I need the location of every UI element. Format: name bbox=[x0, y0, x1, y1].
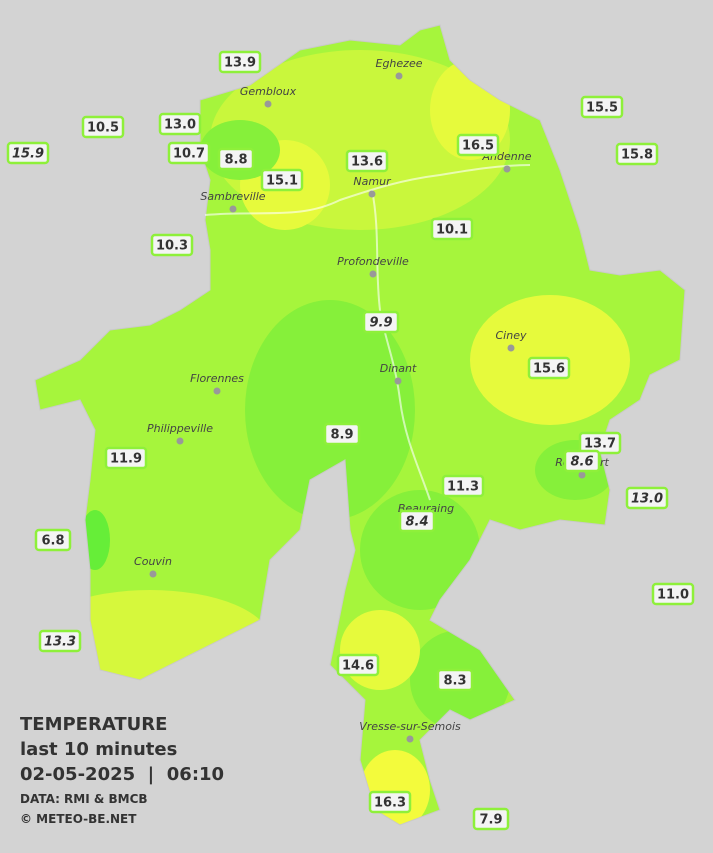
station-box bbox=[527, 356, 571, 380]
station-value: 13.9 bbox=[224, 56, 256, 71]
station-value: 7.9 bbox=[479, 813, 502, 828]
station-box bbox=[260, 168, 304, 192]
town-dot bbox=[176, 437, 184, 445]
station-box bbox=[368, 790, 412, 814]
town-dot bbox=[503, 165, 511, 173]
station-value: 10.5 bbox=[87, 121, 119, 136]
station-box bbox=[81, 115, 125, 139]
station-value: 8.8 bbox=[224, 153, 247, 168]
station-value: 13.0 bbox=[631, 492, 663, 507]
station-box bbox=[167, 141, 211, 165]
station-box bbox=[218, 50, 262, 74]
town-label: Philippeville bbox=[147, 422, 213, 435]
station-value: 16.3 bbox=[374, 796, 406, 811]
station-value: 14.6 bbox=[342, 659, 374, 674]
station-value: 11.0 bbox=[657, 588, 689, 603]
station-box bbox=[625, 486, 669, 510]
station-box bbox=[150, 233, 194, 257]
station-box bbox=[651, 582, 695, 606]
station-value: 13.3 bbox=[44, 635, 76, 650]
town-dot bbox=[406, 735, 414, 743]
town-label: Dinant bbox=[380, 362, 417, 375]
station-value: 13.6 bbox=[351, 155, 383, 170]
town-label: Profondeville bbox=[337, 255, 409, 268]
station-value: 13.7 bbox=[584, 437, 616, 452]
legend-title: TEMPERATURE bbox=[20, 714, 167, 735]
town-dot bbox=[395, 72, 403, 80]
town-dot bbox=[368, 190, 376, 198]
town-label: Gembloux bbox=[240, 85, 297, 98]
station-value: 6.8 bbox=[41, 534, 64, 549]
station-value: 11.3 bbox=[447, 480, 479, 495]
town-dot bbox=[578, 471, 586, 479]
station-value: 15.1 bbox=[266, 174, 298, 189]
station-value: 15.9 bbox=[12, 147, 44, 162]
town-dot bbox=[149, 570, 157, 578]
station-box bbox=[345, 149, 389, 173]
legend-period: last 10 minutes bbox=[20, 739, 177, 760]
station-box bbox=[6, 141, 50, 165]
station-value: 8.6 bbox=[570, 455, 593, 470]
river bbox=[204, 164, 531, 216]
station-value: 10.7 bbox=[173, 147, 205, 162]
station-value: 9.9 bbox=[369, 316, 392, 331]
legend: TEMPERATURE last 10 minutes 02-05-2025 |… bbox=[20, 714, 224, 826]
station-box bbox=[158, 112, 202, 136]
town-label: Couvin bbox=[134, 555, 172, 568]
station-box bbox=[456, 133, 500, 157]
station-box bbox=[104, 446, 148, 470]
station-value: 15.5 bbox=[586, 101, 618, 116]
legend-copyright: © METEO-BE.NET bbox=[20, 812, 137, 826]
station-value: 8.9 bbox=[330, 428, 353, 443]
town-dot bbox=[264, 100, 272, 108]
station-box bbox=[615, 142, 659, 166]
station-box bbox=[441, 474, 485, 498]
station-value: 10.1 bbox=[436, 223, 468, 238]
town-label: Vresse-sur-Semois bbox=[359, 720, 461, 733]
town-dot bbox=[213, 387, 221, 395]
town-label: Sambreville bbox=[200, 190, 265, 203]
town-label: Eghezee bbox=[376, 57, 423, 70]
town-dot bbox=[369, 270, 377, 278]
station-value: 13.0 bbox=[164, 118, 196, 133]
station-box bbox=[436, 668, 474, 692]
town-label: Florennes bbox=[190, 372, 244, 385]
station-box bbox=[38, 629, 82, 653]
station-box bbox=[398, 509, 436, 533]
station-box bbox=[563, 449, 601, 473]
town-label: Ciney bbox=[496, 329, 527, 342]
town-dot bbox=[507, 344, 515, 352]
station-value: 8.3 bbox=[443, 674, 466, 689]
legend-source: DATA: RMI & BMCB bbox=[20, 792, 148, 806]
station-box bbox=[362, 310, 400, 334]
station-box bbox=[430, 217, 474, 241]
station-value: 16.5 bbox=[462, 139, 494, 154]
legend-datetime: 02-05-2025 | 06:10 bbox=[20, 764, 224, 785]
town-label: Namur bbox=[353, 175, 392, 188]
station-box bbox=[336, 653, 380, 677]
station-box bbox=[34, 528, 72, 552]
station-box bbox=[472, 807, 510, 831]
station-value: 15.6 bbox=[533, 362, 565, 377]
town-dot bbox=[229, 205, 237, 213]
station-box bbox=[217, 147, 255, 171]
town-dot bbox=[394, 377, 402, 385]
station-box bbox=[580, 95, 624, 119]
station-value: 11.9 bbox=[110, 452, 142, 467]
station-value: 10.3 bbox=[156, 239, 188, 254]
river bbox=[371, 189, 431, 501]
station-value: 8.4 bbox=[405, 515, 428, 530]
station-box bbox=[323, 422, 361, 446]
station-value: 15.8 bbox=[621, 148, 653, 163]
